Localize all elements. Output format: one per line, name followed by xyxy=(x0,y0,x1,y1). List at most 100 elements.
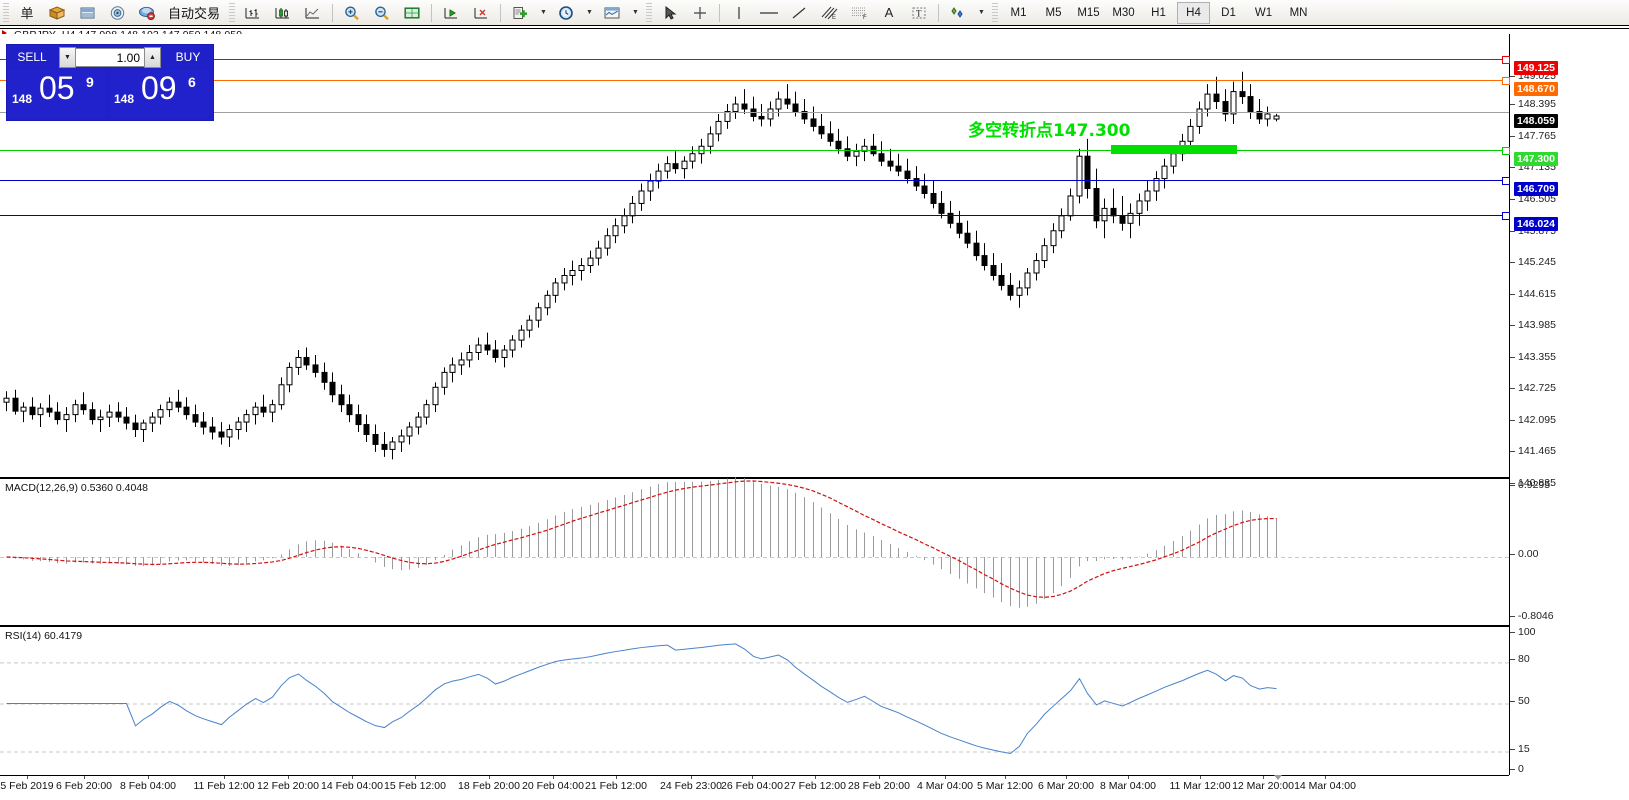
price-level-label[interactable]: 148.670 xyxy=(1514,82,1558,96)
price-level-line[interactable] xyxy=(0,80,1509,81)
horizontal-line-icon[interactable] xyxy=(755,1,783,25)
toolbar-grip[interactable] xyxy=(3,2,9,23)
templates-dropdown-icon[interactable]: ▼ xyxy=(632,9,639,16)
rsi-panel[interactable]: RSI(14) 60.4179 xyxy=(0,625,1509,777)
price-level-label[interactable]: 146.024 xyxy=(1514,217,1558,231)
indicators-dropdown-icon[interactable]: ▼ xyxy=(540,9,547,16)
new-order-icon[interactable]: 单 xyxy=(20,6,34,21)
buy-price-fraction: 6 xyxy=(188,74,196,90)
price-level-line[interactable] xyxy=(0,180,1509,181)
time-axis-label: 20 Feb 04:00 xyxy=(522,780,584,792)
timeframe-m5[interactable]: M5 xyxy=(1045,6,1062,19)
navigator-icon[interactable] xyxy=(103,1,131,25)
rsi-plot xyxy=(0,643,1509,755)
price-tick: 143.985 xyxy=(1510,319,1556,331)
svg-text:E: E xyxy=(832,15,836,21)
price-level-handle[interactable] xyxy=(1502,212,1510,220)
time-axis-tick xyxy=(288,776,289,779)
rsi-tick: 100 xyxy=(1510,626,1536,638)
toolbar-grip-4[interactable] xyxy=(992,2,999,23)
price-level-label[interactable]: 148.059 xyxy=(1514,114,1558,128)
line-chart-icon[interactable] xyxy=(299,1,327,25)
price-level-label[interactable]: 146.709 xyxy=(1514,182,1558,196)
rsi-tick: 0 xyxy=(1510,763,1524,775)
terminal-icon[interactable] xyxy=(43,1,71,25)
price-level-handle[interactable] xyxy=(1502,77,1510,85)
chart-window[interactable]: GBPJPY ,H4 147.998 148.103 147.950 148.0… xyxy=(0,25,1629,800)
objects-list-icon[interactable] xyxy=(944,1,972,25)
indicators-icon[interactable] xyxy=(506,1,534,25)
price-level-label[interactable]: 147.300 xyxy=(1514,152,1558,166)
equidistant-channel-icon[interactable]: E xyxy=(815,1,843,25)
time-axis-tick xyxy=(1128,776,1129,779)
timeframe-h1[interactable]: H1 xyxy=(1151,6,1166,19)
chart-annotation-text: 多空转折点147.300 xyxy=(968,121,1131,141)
price-level-handle[interactable] xyxy=(1502,147,1510,155)
strategy-tester-icon[interactable] xyxy=(133,1,161,25)
candlestick-chart-icon[interactable] xyxy=(269,1,297,25)
price-tick: 142.095 xyxy=(1510,414,1556,426)
text-icon[interactable]: A xyxy=(884,5,894,20)
auto-scroll-icon[interactable] xyxy=(437,1,465,25)
fibonacci-retracement-icon[interactable]: F xyxy=(845,1,873,25)
volume-stepper[interactable]: ▼ 1.00 ▲ xyxy=(59,46,161,68)
price-tick: 142.725 xyxy=(1510,382,1556,394)
trendline-icon[interactable] xyxy=(785,1,813,25)
timeframe-m30[interactable]: M30 xyxy=(1112,6,1135,19)
periods-dropdown-icon[interactable]: ▼ xyxy=(586,9,593,16)
price-tick: 141.465 xyxy=(1510,445,1556,457)
price-level-line[interactable] xyxy=(0,150,1509,151)
macd-panel[interactable]: MACD(12,26,9) 0.5360 0.4048 xyxy=(0,477,1509,624)
buy-price-quote[interactable]: 148 09 6 xyxy=(110,70,209,118)
objects-dropdown-icon[interactable]: ▼ xyxy=(978,9,985,16)
price-level-handle[interactable] xyxy=(1502,56,1510,64)
price-panel[interactable]: 多空转折点147.300 xyxy=(0,34,1510,475)
time-axis-tick xyxy=(84,776,85,779)
time-axis-tick xyxy=(415,776,416,779)
sell-button[interactable]: SELL xyxy=(17,50,47,64)
time-axis-label: 8 Mar 04:00 xyxy=(1099,780,1157,792)
time-axis-label: 12 Feb 20:00 xyxy=(257,780,319,792)
macd-tick: -0.8046 xyxy=(1510,610,1554,622)
bar-chart-icon[interactable] xyxy=(239,1,267,25)
text-label-icon[interactable]: T xyxy=(905,1,933,25)
price-scale[interactable]: 149.025 148.395 147.765 147.135 146.505 145.8… xyxy=(1509,34,1629,775)
timeframe-w1[interactable]: W1 xyxy=(1254,6,1273,19)
templates-icon[interactable] xyxy=(598,1,626,25)
data-window-icon[interactable] xyxy=(73,1,101,25)
toolbar-separator xyxy=(332,3,334,22)
timeframe-m15[interactable]: M15 xyxy=(1077,6,1100,19)
sell-price-quote[interactable]: 148 05 9 xyxy=(8,70,107,118)
one-click-trading-panel[interactable]: SELL ▼ 1.00 ▲ BUY 148 05 9 148 09 6 xyxy=(6,44,214,121)
autotrading-button[interactable]: 自动交易 xyxy=(168,6,221,21)
price-level-label[interactable]: 149.125 xyxy=(1514,61,1558,75)
buy-button[interactable]: BUY xyxy=(175,50,201,64)
volume-increase-icon[interactable]: ▲ xyxy=(144,46,161,68)
time-axis-tick xyxy=(148,776,149,779)
volume-input[interactable]: 1.00 xyxy=(76,47,144,67)
sell-price-prefix: 148 xyxy=(12,92,33,106)
price-level-line[interactable] xyxy=(0,112,1509,113)
volume-decrease-icon[interactable]: ▼ xyxy=(59,46,76,68)
vertical-line-icon[interactable] xyxy=(725,1,753,25)
chart-grid-icon[interactable] xyxy=(398,1,426,25)
toolbar-grip-2[interactable] xyxy=(229,2,236,23)
scroll-marker-icon[interactable] xyxy=(1274,775,1282,780)
zoom-in-icon[interactable] xyxy=(338,1,366,25)
timeframe-d1[interactable]: D1 xyxy=(1221,6,1236,19)
timeframe-h4[interactable]: H4 xyxy=(1177,1,1211,24)
buy-price-main: 09 xyxy=(141,70,177,106)
price-level-line[interactable] xyxy=(0,215,1509,216)
timeframe-m1[interactable]: M1 xyxy=(1010,6,1027,19)
timeframe-mn[interactable]: MN xyxy=(1289,6,1308,19)
crosshair-icon[interactable] xyxy=(686,1,714,25)
time-axis-label: 14 Mar 04:00 xyxy=(1294,780,1356,792)
price-level-line[interactable] xyxy=(0,59,1509,60)
cursor-icon[interactable] xyxy=(656,1,684,25)
time-axis-label: 21 Feb 12:00 xyxy=(585,780,647,792)
periods-icon[interactable] xyxy=(552,1,580,25)
price-level-handle[interactable] xyxy=(1502,177,1510,185)
toolbar-grip-3[interactable] xyxy=(646,2,653,23)
chart-shift-icon[interactable] xyxy=(467,1,495,25)
zoom-out-icon[interactable] xyxy=(368,1,396,25)
